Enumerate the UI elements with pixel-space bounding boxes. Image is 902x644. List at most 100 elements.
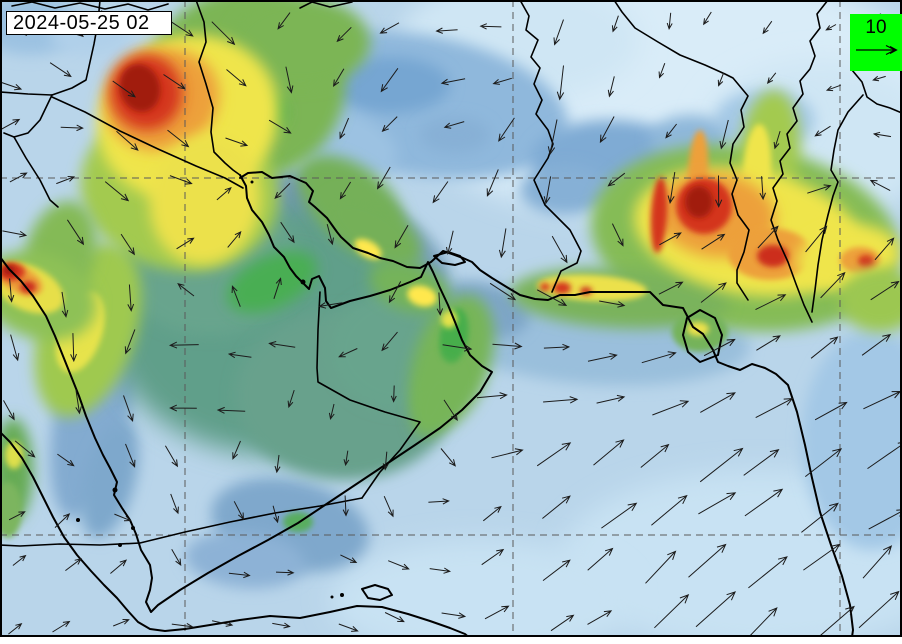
wind-arrow <box>429 567 452 574</box>
wind-arrow <box>872 131 892 138</box>
wind-arrow <box>858 590 900 629</box>
border-path <box>11 1 169 11</box>
border-path <box>13 136 59 208</box>
wind-arrow <box>755 294 787 311</box>
wind-arrow <box>807 184 832 194</box>
border-path <box>613 1 750 301</box>
wind-arrow <box>607 76 615 98</box>
wind-arrow <box>481 548 505 566</box>
wind-arrow <box>66 219 85 246</box>
wind-arrow <box>596 394 626 404</box>
wind-arrow <box>167 129 190 148</box>
wind-arrow <box>536 289 568 306</box>
wind-arrow <box>611 15 619 33</box>
wind-arrow <box>343 450 350 467</box>
wind-arrow <box>688 543 727 578</box>
wind-arrow <box>814 125 831 137</box>
wind-arrow <box>703 338 736 357</box>
wind-arrow <box>443 121 465 129</box>
island-dot <box>330 595 334 599</box>
wind-arrow <box>272 622 291 629</box>
wind-arrow <box>114 513 132 522</box>
wind-arrow <box>869 179 891 192</box>
wind-arrow <box>164 445 179 468</box>
wind-arrow <box>550 614 575 632</box>
coastline-path <box>239 171 854 636</box>
wind-arrow <box>599 116 615 144</box>
field-blob <box>650 177 668 253</box>
wind-arrow <box>556 65 565 101</box>
wind-arrow <box>275 569 295 576</box>
wind-legend: 10 <box>850 14 902 71</box>
wind-arrow <box>328 403 335 420</box>
wind-arrow <box>536 442 572 467</box>
wind-arrow <box>1 81 23 91</box>
wind-arrow <box>338 623 359 632</box>
legend-reference-arrow-icon <box>856 44 898 56</box>
wind-arrow <box>543 343 571 351</box>
border-path <box>195 1 241 176</box>
coastline-path <box>361 584 393 601</box>
wind-arrow <box>435 27 458 34</box>
wind-arrow <box>743 448 780 476</box>
wind-arrow <box>272 505 280 524</box>
wind-arrow <box>748 556 788 589</box>
field-blob <box>119 64 161 112</box>
border-path <box>1 91 53 96</box>
island-dot <box>131 526 135 530</box>
wind-arrow <box>110 559 128 574</box>
wind-arrow <box>498 117 515 142</box>
wind-arrow <box>8 623 23 635</box>
wind-arrow <box>285 66 294 94</box>
island-dot <box>76 518 80 522</box>
wind-arrow <box>61 291 69 318</box>
wind-arrow <box>803 543 841 571</box>
wind-arrow <box>476 392 508 400</box>
wind-arrow <box>762 20 773 35</box>
wind-arrow <box>658 281 684 295</box>
wind-arrow <box>339 117 350 140</box>
wind-arrow <box>744 488 784 517</box>
wind-arrow <box>3 400 15 421</box>
wind-arrow <box>169 175 193 185</box>
wind-arrow <box>112 80 137 98</box>
border-path <box>3 94 53 138</box>
field-blob <box>687 322 709 336</box>
wind-arrow <box>127 284 135 312</box>
wind-arrow <box>268 341 296 348</box>
wind-arrow <box>700 282 727 303</box>
wind-arrow <box>665 123 677 139</box>
wind-arrow <box>436 292 444 316</box>
wind-arrow <box>380 68 399 93</box>
wind-arrow <box>492 342 523 350</box>
wind-arrow <box>498 228 507 259</box>
wind-arrow <box>14 440 36 458</box>
wind-arrow <box>543 176 552 205</box>
wind-arrow <box>717 72 725 87</box>
field-blob <box>858 255 874 267</box>
wind-arrow <box>611 223 624 247</box>
wind-arrow <box>703 11 712 26</box>
wind-arrow <box>227 230 242 248</box>
wind-arrow <box>599 300 626 308</box>
border-path <box>51 96 244 189</box>
field-blob <box>149 135 261 265</box>
wind-arrow <box>700 392 736 413</box>
border-path <box>811 94 864 313</box>
wind-arrow <box>489 282 517 301</box>
wind-arrow <box>654 594 690 629</box>
wind-arrow <box>698 492 737 515</box>
wind-arrow <box>432 181 449 204</box>
wind-arrow <box>318 302 343 309</box>
field-blob <box>840 268 901 332</box>
wind-arrow <box>216 406 246 414</box>
wind-arrow <box>273 277 282 299</box>
wind-arrow <box>171 548 182 566</box>
wind-arrow <box>163 74 186 90</box>
wind-arrow <box>65 558 82 571</box>
wind-arrow <box>12 554 27 566</box>
field-blob <box>322 193 422 267</box>
wind-arrow <box>116 130 139 151</box>
